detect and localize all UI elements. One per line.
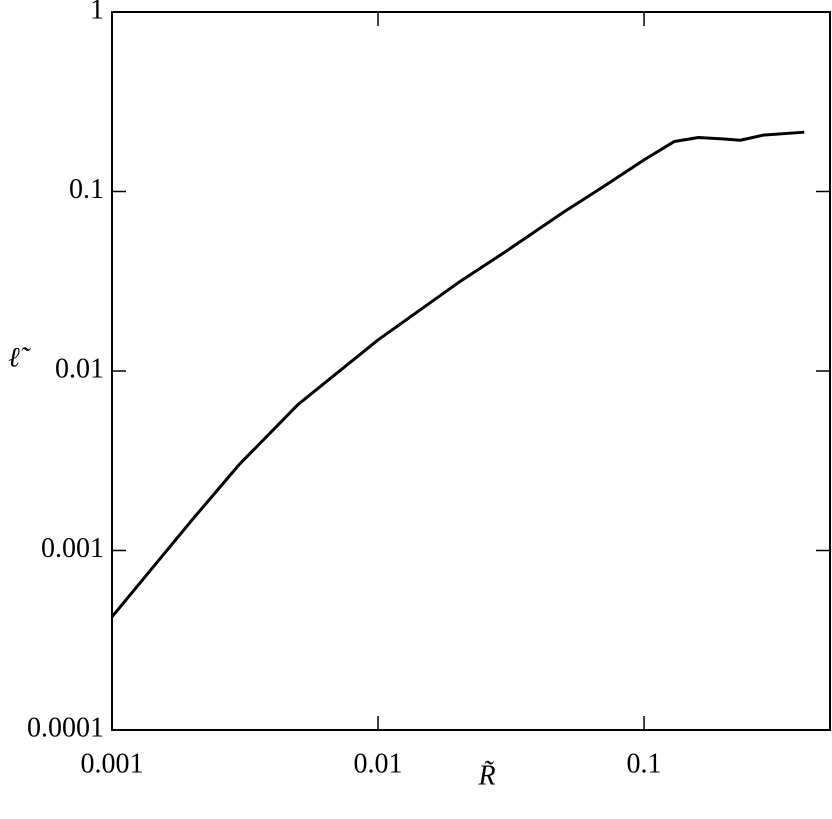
y-tick-label: 0.1: [69, 174, 104, 205]
y-tick-label: 0.001: [41, 533, 104, 564]
y-tick-label: 0.0001: [27, 712, 104, 743]
x-tick-label: 0.01: [354, 748, 403, 779]
y-tick-label: 1: [90, 0, 104, 25]
x-tick-label: 0.1: [627, 748, 662, 779]
plot-frame: [111, 11, 831, 731]
x-axis-label: R̃: [477, 760, 495, 791]
y-tick-label: 0.01: [55, 353, 104, 384]
data-line: [110, 130, 805, 618]
y-axis-label: ℓ̃: [8, 342, 32, 373]
x-tick-label: 0.001: [81, 748, 144, 779]
